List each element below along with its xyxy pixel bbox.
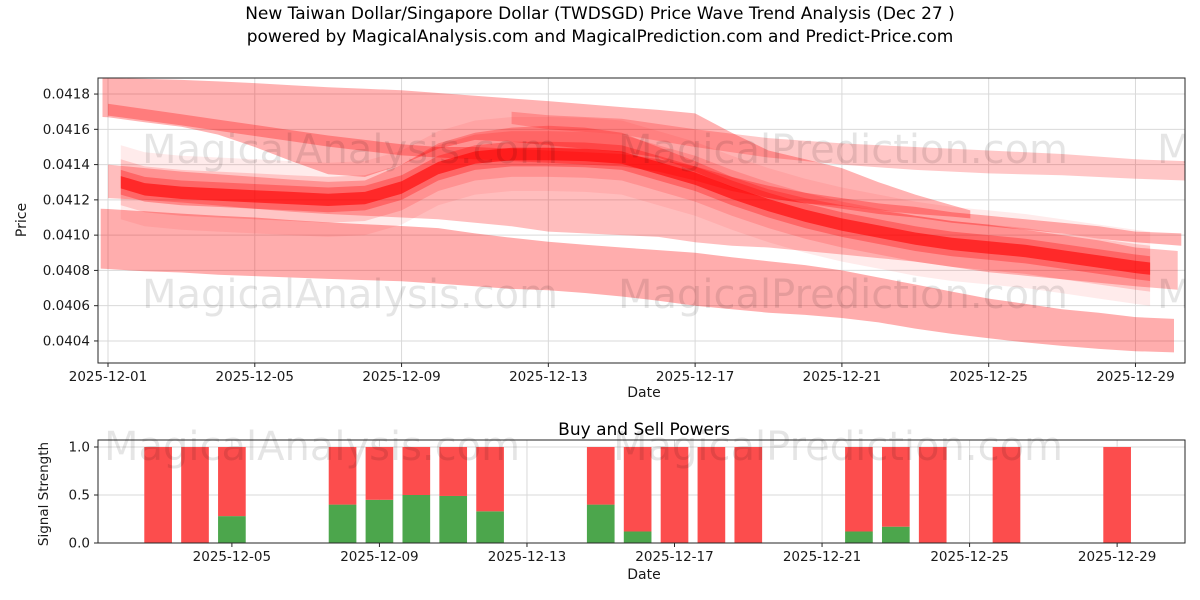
buy-bar-segment [881,526,910,543]
plot-border [97,77,1186,364]
bottom-chart-axes: 2025-12-05 2025-12-09 2025-12-13 2025-12-17… [69,439,1186,565]
x-tick-label: 2025-12-25 [949,369,1027,385]
watermark-text: MagicalPrediction.com [613,424,1063,470]
sell-bar-segment [365,447,394,500]
x-tick-label: 2025-12-13 [509,369,587,385]
sell-bar-segment [586,447,615,505]
buy-bar-segment [402,495,431,543]
y-tick-label: 0.5 [69,488,90,504]
buy-bar-segment [845,531,873,543]
price-band-core-halo [108,125,1178,290]
sell-bar-segment [734,447,763,543]
x-tick-label: 2025-12-21 [783,549,861,565]
watermark-text: MagicalAnalysis.com [142,127,558,173]
y-tick-label: 1.0 [69,440,90,456]
y-tick-label: 0.0412 [43,192,90,208]
bottom-chart-bars [144,447,1131,543]
watermark-text: MagicalAnalysis.com [104,424,520,470]
y-tick-label: 0.0410 [43,228,90,244]
price-core-line [120,117,1151,306]
price-wave-bands [100,78,1185,353]
bottom-y-axis-label: Signal Strength [36,441,52,547]
price-band-mid-strip [108,103,1182,246]
x-tick-label: 2025-12-13 [488,549,566,565]
sell-bar-segment [623,447,652,532]
sell-bar-segment [402,447,431,496]
bottom-chart-title: Buy and Sell Powers [558,420,730,440]
sell-bar-segment [845,447,873,532]
buy-bar-segment [328,504,357,543]
x-tick-label: 2025-12-01 [69,369,147,385]
price-band-upper-envelope [102,78,971,219]
plot-border [97,439,1186,544]
sell-bar-segment [144,447,172,543]
sell-bar-segment [218,447,246,517]
y-tick-label: 0.0418 [43,87,90,103]
top-x-axis-label: Date [627,385,661,401]
sell-bar-segment [660,447,689,543]
watermark-text: MagicalAnalysis.com [1157,127,1200,173]
buy-bar-segment [623,531,652,543]
y-tick-label: 0.0404 [43,333,90,349]
x-tick-label: 2025-12-05 [216,369,294,385]
buy-bar-segment [586,504,615,543]
buy-bar-segment [218,516,246,543]
sell-bar-segment [181,447,209,543]
top-y-axis-label: Price [14,202,30,238]
x-tick-label: 2025-12-17 [656,369,734,385]
x-tick-label: 2025-12-29 [1078,549,1156,565]
price-core-layer [120,117,1151,306]
watermark-text: MagicalAnalysis.com [142,272,558,318]
watermarks: MagicalAnalysis.com MagicalPrediction.com… [104,127,1200,470]
sell-bar-segment [439,447,468,496]
price-core-layer [120,141,1151,281]
sell-bar-segment [1103,447,1131,543]
x-tick-label: 2025-12-05 [193,549,271,565]
y-tick-label: 0.0416 [43,122,90,138]
watermark-text: MagicalPrediction.com [618,127,1068,173]
sell-bar-segment [697,447,726,543]
sell-bar-segment [328,447,357,505]
figure-title-line2: powered by MagicalAnalysis.com and Magic… [246,27,954,47]
x-tick-label: 2025-12-09 [340,549,418,565]
x-tick-label: 2025-12-29 [1096,369,1174,385]
price-band-lower-envelope [100,208,1175,353]
y-tick-label: 0.0414 [43,157,90,173]
watermark-text: MagicalAnalysis.com [1157,272,1200,318]
sell-bar-segment [881,447,910,527]
y-tick-label: 0.0406 [43,298,90,314]
buy-bar-segment [365,499,394,543]
x-tick-label: 2025-12-25 [930,549,1008,565]
watermark-text: MagicalPrediction.com [618,272,1068,318]
top-chart-axes: 2025-12-01 2025-12-05 2025-12-09 2025-12-13… [43,77,1186,385]
x-tick-label: 2025-12-17 [635,549,713,565]
buy-bar-segment [476,511,504,543]
y-tick-label: 0.0408 [43,263,90,279]
price-core-layer [120,131,1151,292]
x-tick-label: 2025-12-09 [362,369,440,385]
bottom-x-axis-label: Date [627,567,661,583]
y-tick-label: 0.0 [69,536,90,552]
x-tick-label: 2025-12-21 [803,369,881,385]
sell-bar-segment [992,447,1021,543]
sell-bar-segment [918,447,947,543]
buy-bar-segment [439,495,468,543]
sell-bar-segment [476,447,504,512]
figure-title-line1: New Taiwan Dollar/Singapore Dollar (TWDS… [245,4,955,24]
price-band-outer-wave [511,111,1185,181]
